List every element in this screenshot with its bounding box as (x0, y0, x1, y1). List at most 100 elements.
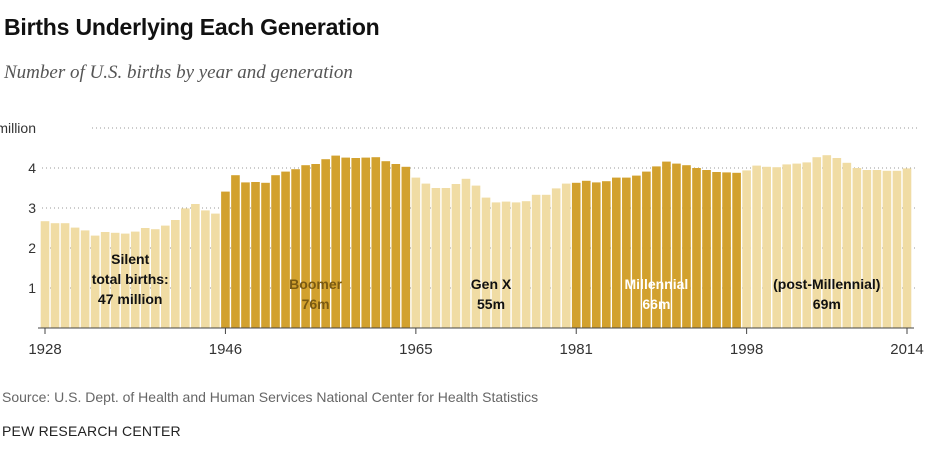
gridlines (42, 127, 918, 289)
bar-1981 (571, 182, 581, 328)
bar-2014 (902, 168, 912, 328)
bar-1972 (481, 197, 491, 328)
bar-1987 (632, 175, 641, 328)
bar-1995 (712, 172, 721, 328)
bar-2005 (812, 157, 822, 328)
bar-1976 (521, 201, 531, 328)
chart-title: Births Underlying Each Generation (4, 14, 380, 40)
x-tick-label: 1981 (560, 341, 593, 358)
bar-1932 (80, 230, 90, 328)
bar-1962 (381, 161, 391, 328)
generation-labels: Silent total births: 47 million Boomer 76m Ge… (92, 251, 881, 312)
bar-1944 (201, 210, 210, 328)
y-tick-label: 5 million (0, 120, 36, 136)
generation-label: 66m (642, 296, 670, 312)
bar-1978 (541, 194, 551, 328)
generation-label: 55m (477, 296, 505, 312)
bar-1938 (140, 228, 150, 328)
bar-1967 (431, 188, 441, 328)
generation-label: Silent (111, 251, 149, 267)
bar-1936 (120, 233, 130, 328)
bar-1937 (130, 231, 140, 328)
bar-1984 (601, 181, 611, 328)
y-tick-label: 2 (28, 240, 36, 256)
bar-1953 (291, 169, 300, 328)
bar-1994 (702, 170, 711, 328)
bar-1956 (321, 159, 330, 328)
bar-1934 (100, 232, 110, 328)
bar-2012 (882, 170, 892, 328)
bar-1960 (361, 157, 371, 328)
organization-name: PEW RESEARCH CENTER (2, 423, 181, 439)
bar-1992 (682, 165, 691, 328)
bar-1952 (281, 171, 290, 328)
bar-1941 (171, 220, 180, 328)
bar-2001 (772, 167, 781, 328)
bar-1949 (251, 182, 260, 328)
chart-subtitle: Number of U.S. births by year and genera… (4, 62, 353, 83)
bar-1993 (692, 168, 701, 328)
bar-1988 (642, 171, 651, 328)
generation-label: total births: (92, 271, 169, 287)
bar-2013 (892, 170, 902, 328)
source-note: Source: U.S. Dept. of Health and Human S… (2, 389, 539, 405)
bar-1946 (221, 191, 230, 328)
bar-2007 (832, 158, 842, 328)
bar-2006 (822, 155, 832, 328)
bar-1959 (351, 158, 361, 328)
bar-1951 (271, 175, 280, 328)
bar-1971 (471, 185, 481, 328)
bar-2009 (852, 168, 862, 328)
bar-1980 (561, 183, 571, 328)
bar-1996 (722, 172, 731, 328)
x-tick-label: 1998 (730, 341, 763, 358)
bar-1997 (732, 172, 741, 328)
bar-1964 (401, 166, 411, 328)
generation-label: 76m (302, 296, 330, 312)
bar-2010 (862, 170, 872, 328)
bar-1969 (451, 184, 461, 328)
generation-label: Millennial (625, 276, 689, 292)
bar-1989 (652, 166, 661, 328)
bar-1979 (551, 188, 561, 328)
generation-label: (post-Millennial) (773, 276, 880, 292)
y-tick-label: 1 (28, 280, 36, 296)
bar-2000 (762, 166, 771, 328)
bar-1939 (150, 229, 160, 328)
bar-1973 (491, 202, 501, 328)
bar-1975 (511, 202, 521, 328)
bar-1999 (752, 165, 761, 328)
generation-label: Boomer (289, 276, 342, 292)
bar-1966 (421, 183, 431, 328)
bar-1958 (341, 157, 351, 328)
births-bar-chart: 1 2 3 4 5 million 1928 1946 1965 1981 1998 2014 Si… (0, 120, 924, 358)
bar-2004 (802, 162, 812, 328)
bar-1998 (742, 170, 751, 328)
bars (40, 155, 912, 328)
bar-1957 (331, 155, 340, 328)
bar-1933 (90, 235, 100, 328)
bar-1986 (622, 177, 631, 328)
bar-1990 (662, 161, 671, 328)
bar-1930 (60, 223, 70, 328)
bar-1942 (181, 208, 190, 328)
bar-1983 (591, 182, 601, 328)
bar-2003 (792, 163, 802, 328)
bar-1929 (50, 223, 60, 328)
axes: 1 2 3 4 5 million 1928 1946 1965 1981 1998 2014 (0, 120, 924, 358)
bar-1970 (461, 178, 471, 328)
bar-1977 (531, 194, 541, 328)
x-tick-label: 1928 (28, 341, 61, 358)
bar-1950 (261, 182, 270, 328)
bar-1931 (70, 227, 80, 328)
x-tick-label: 1946 (209, 341, 242, 358)
bar-2008 (842, 162, 852, 328)
bar-1968 (441, 188, 451, 328)
bar-1985 (612, 177, 621, 328)
bar-1940 (160, 225, 170, 328)
bar-1955 (311, 164, 320, 328)
y-tick-label: 4 (28, 160, 36, 176)
bar-1945 (211, 213, 220, 328)
bar-1943 (191, 204, 200, 328)
bar-2011 (872, 170, 882, 328)
